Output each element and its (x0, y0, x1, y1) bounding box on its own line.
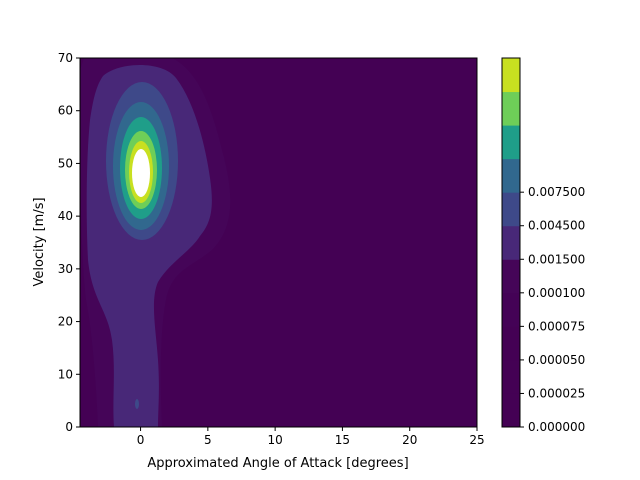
y-tick-label: 0 (65, 420, 73, 434)
colorbar-band (502, 292, 520, 327)
y-tick-label: 60 (58, 104, 73, 118)
x-tick-label: 20 (402, 433, 417, 447)
y-tick-label: 70 (58, 51, 73, 65)
colorbar-band (502, 125, 520, 160)
colorbar-tick-label: 0.000100 (528, 286, 585, 300)
colorbar-band (502, 58, 520, 93)
colorbar-bands (502, 58, 520, 428)
colorbar-tick-label: 0.000000 (528, 420, 585, 434)
colorbar: 0.000000 0.000025 0.000050 0.000075 0.000100… (501, 57, 585, 434)
x-tick-label: 10 (267, 433, 282, 447)
colorbar-band (502, 393, 520, 428)
colorbar-ticks: 0.000000 0.000025 0.000050 0.000075 0.000100… (520, 185, 585, 434)
colorbar-band (502, 192, 520, 227)
plot-area (79, 57, 478, 428)
colorbar-frame (501, 57, 521, 428)
contour-small-spot (135, 399, 139, 409)
colorbar-tick-label: 0.000050 (528, 353, 585, 367)
plot-frame (79, 57, 478, 428)
y-tick-label: 40 (58, 209, 73, 223)
x-tick-label: 0 (137, 433, 145, 447)
x-tick-label: 15 (335, 433, 350, 447)
y-axis: 0 10 20 30 40 50 60 70 (58, 51, 80, 434)
colorbar-band (502, 326, 520, 361)
x-axis-label: Approximated Angle of Attack [degrees] (147, 456, 408, 471)
colorbar-band (502, 259, 520, 294)
x-tick-label: 5 (204, 433, 212, 447)
colorbar-tick-label: 0.004500 (528, 219, 585, 233)
colorbar-band (502, 225, 520, 260)
colorbar-band (502, 158, 520, 193)
x-axis: 0 5 10 15 20 25 (137, 427, 485, 447)
y-tick-label: 10 (58, 367, 73, 381)
colorbar-tick-label: 0.000025 (528, 386, 585, 400)
colorbar-tick-label: 0.000075 (528, 319, 585, 333)
y-tick-label: 30 (58, 262, 73, 276)
y-tick-label: 20 (58, 315, 73, 329)
colorbar-tick-label: 0.007500 (528, 185, 585, 199)
contour-peak (132, 149, 150, 197)
x-tick-label: 25 (469, 433, 484, 447)
contour-layers (80, 58, 231, 427)
colorbar-tick-label: 0.001500 (528, 252, 585, 266)
y-axis-label: Velocity [m/s] (32, 197, 47, 286)
y-tick-label: 50 (58, 156, 73, 170)
colorbar-band (502, 359, 520, 394)
colorbar-band (502, 91, 520, 126)
